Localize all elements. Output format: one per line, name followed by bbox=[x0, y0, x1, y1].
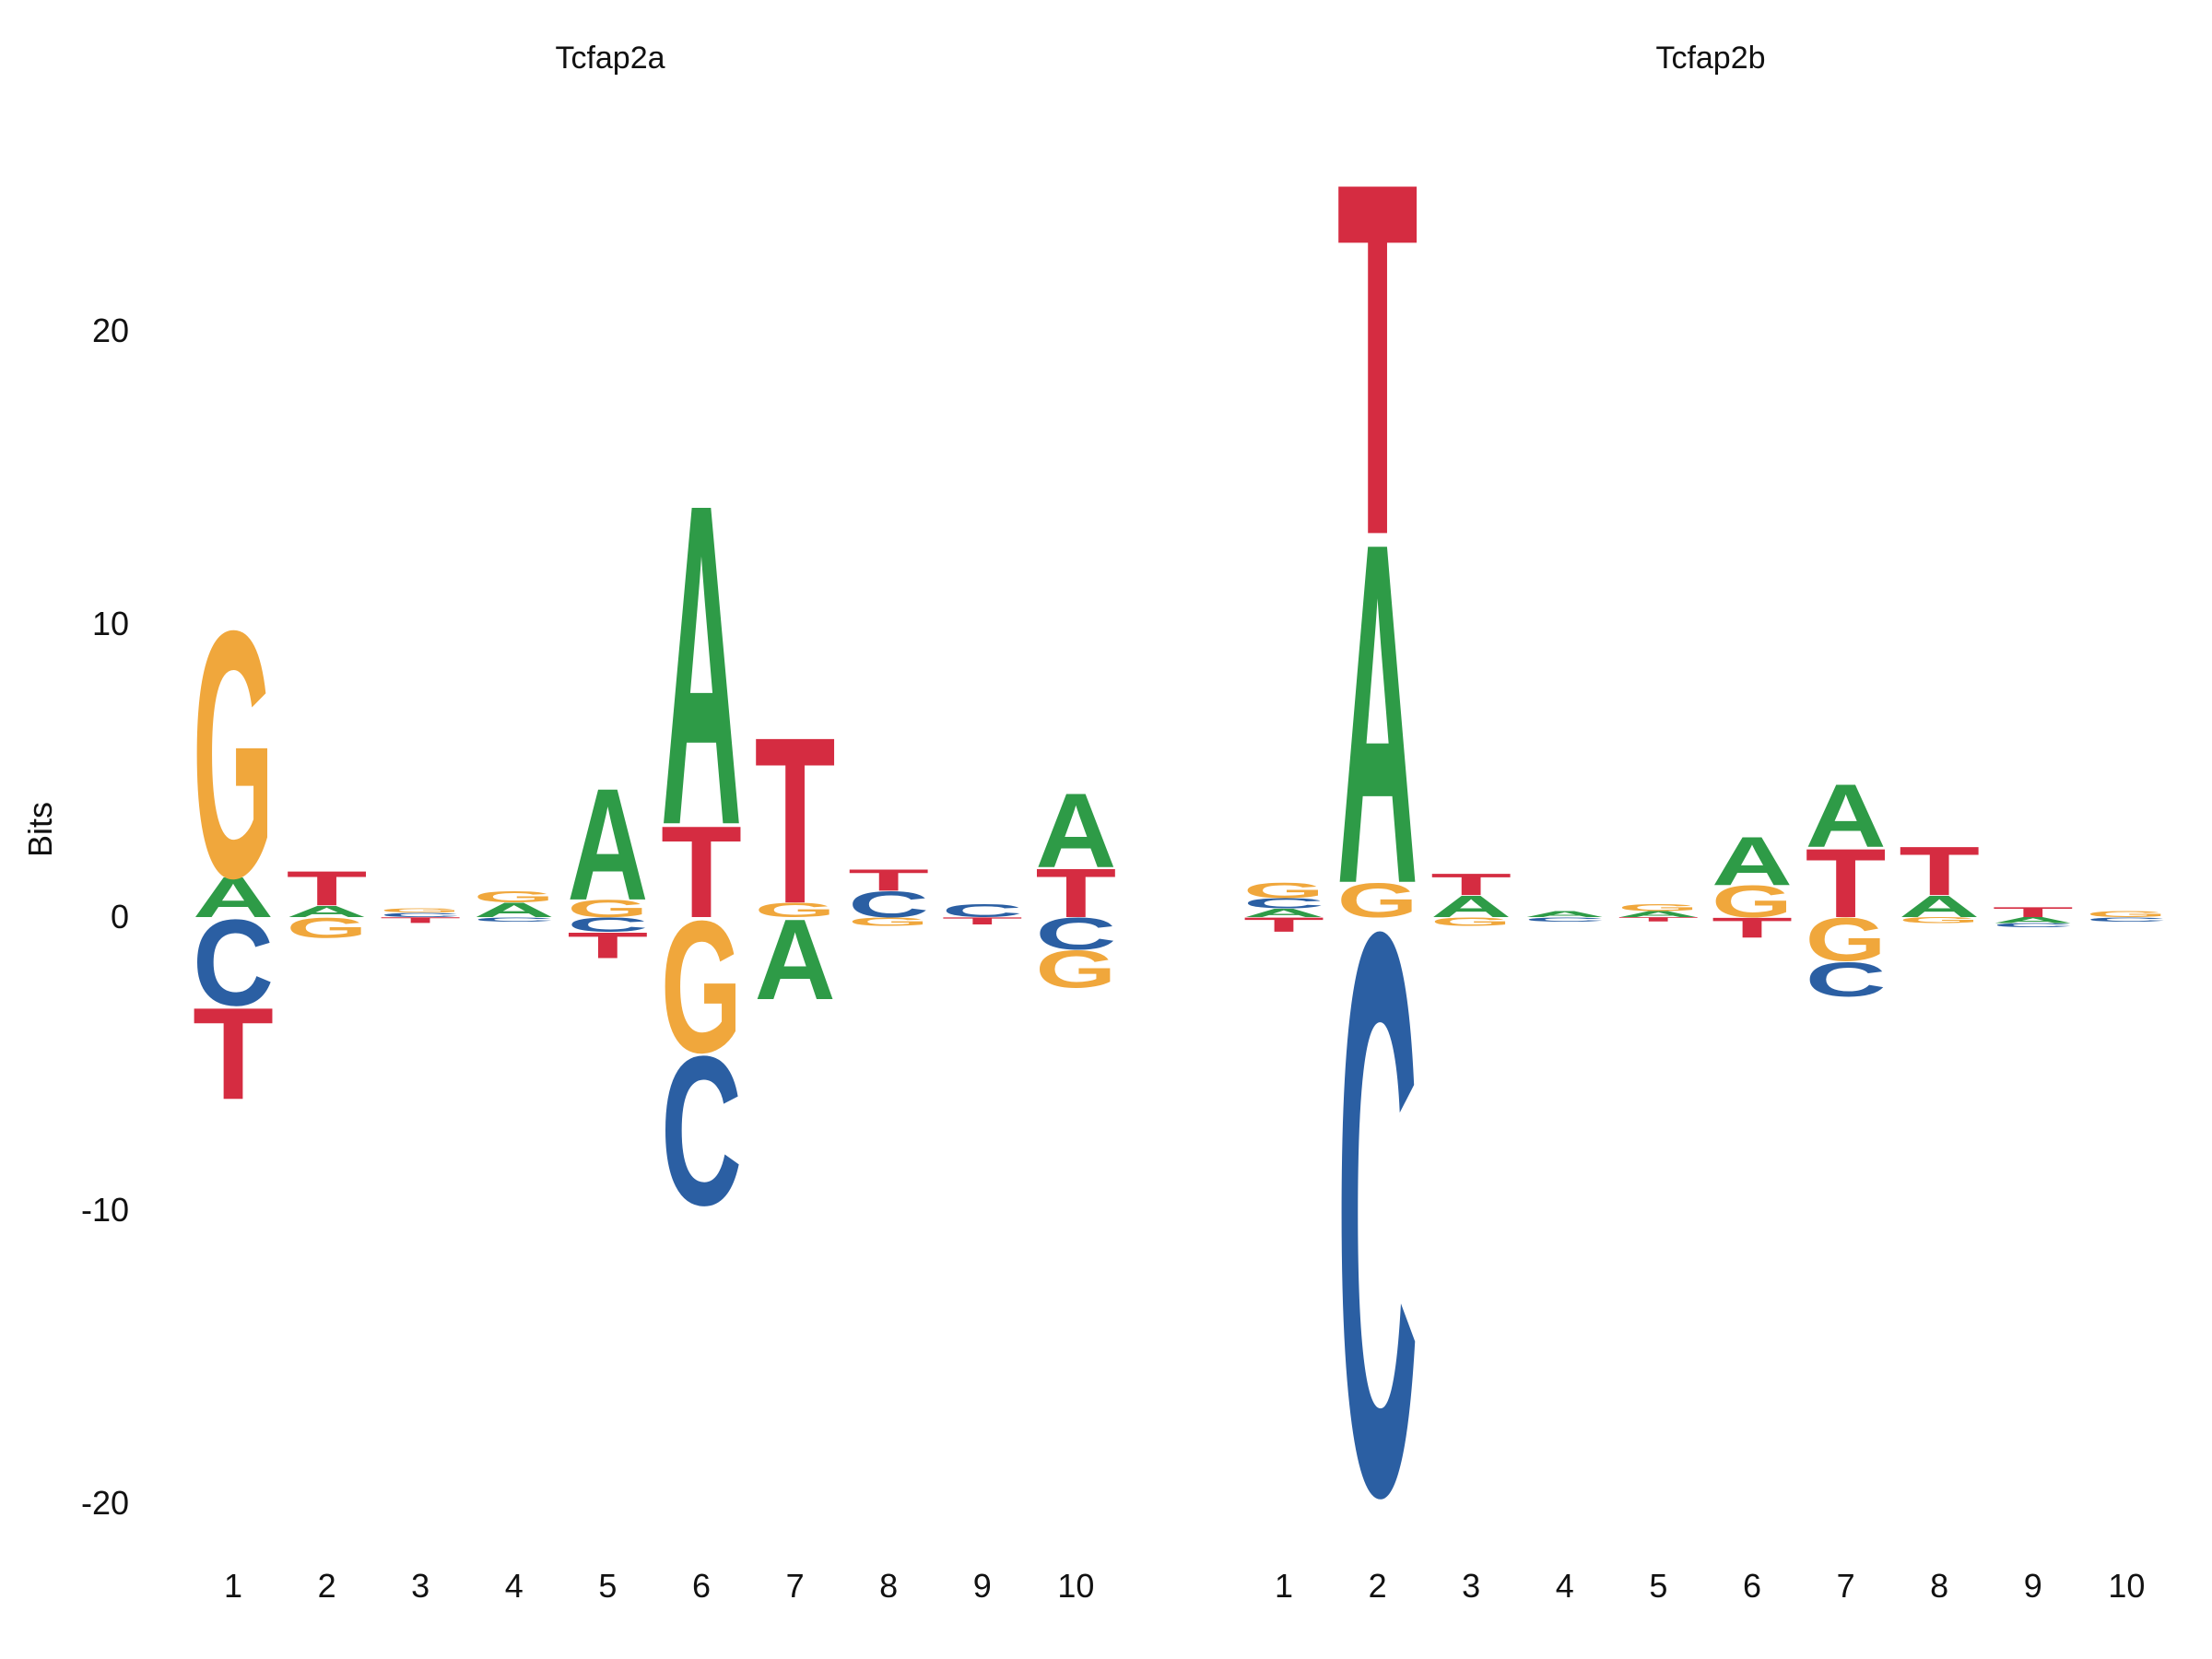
logo-letter-G: G bbox=[474, 888, 555, 906]
logo-letter-G: G bbox=[1243, 878, 1324, 903]
logo-letter-A: A bbox=[193, 866, 274, 930]
logo-letter-C: C bbox=[474, 917, 558, 924]
logo-letter-C: C bbox=[567, 913, 648, 936]
logo-letter-A: A bbox=[1243, 906, 1328, 920]
x-tick-label: 2 bbox=[1368, 1567, 1387, 1605]
x-tick-label: 8 bbox=[879, 1567, 899, 1605]
logo-letter-A: A bbox=[1035, 771, 1116, 890]
logo-letter-T: T bbox=[1618, 917, 1716, 924]
logo-letter-T: T bbox=[1035, 854, 1116, 932]
x-tick-label: 3 bbox=[1462, 1567, 1481, 1605]
logo-letter-G: G bbox=[1899, 915, 1981, 924]
logo-letter-T: T bbox=[1243, 913, 1327, 936]
logo-letter-C: C bbox=[1243, 897, 1324, 912]
logo-letter-T: T bbox=[1993, 905, 2078, 921]
logo-letter-T: T bbox=[193, 981, 274, 1127]
x-tick-label: 1 bbox=[223, 1567, 243, 1605]
logo-letter-A: A bbox=[567, 755, 648, 934]
x-tick-label: 4 bbox=[504, 1567, 524, 1605]
x-tick-label: 10 bbox=[1057, 1567, 1095, 1605]
logo-letter-T: T bbox=[1430, 868, 1512, 902]
x-tick-label: 6 bbox=[691, 1567, 712, 1605]
x-tick-label: 9 bbox=[972, 1567, 992, 1605]
logo-letter-G: G bbox=[380, 908, 461, 914]
x-tick-label: 10 bbox=[2108, 1567, 2146, 1605]
logo-letter-G: G bbox=[567, 895, 648, 923]
plot-title-tcfap2b: Tcfap2b bbox=[1655, 41, 1766, 76]
y-tick-label: 10 bbox=[91, 605, 129, 642]
x-tick-label: 6 bbox=[1742, 1567, 1762, 1605]
logo-letter-T: T bbox=[287, 862, 368, 916]
logo-letter-T: T bbox=[661, 799, 742, 946]
logo-letter-G: G bbox=[287, 912, 368, 944]
logo-letter-T: T bbox=[567, 926, 648, 967]
logo-letter-C: C bbox=[1337, 766, 1418, 1659]
logo-letter-C: C bbox=[1035, 910, 1116, 959]
logo-letter-C: C bbox=[661, 1012, 742, 1250]
logo-letter-C: C bbox=[380, 912, 464, 919]
logo-letter-A: A bbox=[287, 902, 369, 921]
logo-letter-T: T bbox=[1899, 832, 1980, 910]
logo-letter-C: C bbox=[1993, 923, 2077, 929]
logo-letter-A: A bbox=[1618, 910, 1706, 919]
logo-letter-T: T bbox=[1712, 912, 1793, 944]
logo-letter-C: C bbox=[193, 894, 274, 1031]
logo-letter-T: T bbox=[848, 864, 929, 898]
logo-letter-T: T bbox=[380, 915, 469, 924]
logo-letter-G: G bbox=[755, 899, 836, 922]
logo-letter-C: C bbox=[1524, 917, 1608, 924]
logo-letter-G: G bbox=[1430, 915, 1512, 929]
logo-letter-G: G bbox=[1806, 907, 1887, 975]
logo-letter-G: G bbox=[2086, 910, 2168, 919]
logo-letter-A: A bbox=[1337, 441, 1418, 985]
logo-letter-A: A bbox=[661, 409, 742, 921]
logo-letter-G: G bbox=[661, 882, 742, 1092]
plot-title-tcfap2a: Tcfap2a bbox=[555, 41, 665, 76]
logo-letter-G: G bbox=[1712, 877, 1793, 927]
logo-letter-A: A bbox=[474, 899, 555, 922]
logo-letter-C: C bbox=[848, 885, 929, 925]
logo-letter-G: G bbox=[848, 915, 929, 929]
logo-letter-A: A bbox=[755, 896, 836, 1024]
logo-letter-G: G bbox=[1035, 940, 1116, 999]
logo-letter-A: A bbox=[1993, 915, 2081, 924]
y-tick-label: 20 bbox=[91, 312, 129, 349]
x-tick-label: 9 bbox=[2023, 1567, 2042, 1605]
x-tick-label: 3 bbox=[411, 1567, 430, 1605]
logo-letter-A: A bbox=[1524, 910, 1613, 919]
logo-letter-G: G bbox=[1337, 874, 1418, 928]
logo-letter-G: G bbox=[1618, 903, 1699, 914]
logo-letter-T: T bbox=[755, 688, 836, 953]
y-axis-ticks: 20 10 0 -10 -20 bbox=[46, 0, 129, 1659]
logo-letter-A: A bbox=[1806, 766, 1887, 866]
y-tick-label: -20 bbox=[80, 1484, 129, 1522]
logo-letter-C: C bbox=[2086, 917, 2170, 924]
y-tick-label: 0 bbox=[110, 898, 129, 935]
x-tick-label: 1 bbox=[1274, 1567, 1294, 1605]
logo-letter-C: C bbox=[1806, 953, 1887, 1007]
logo-letter-G: G bbox=[193, 558, 274, 951]
logo-letter-T: T bbox=[1806, 828, 1887, 938]
logo-letter-A: A bbox=[1430, 890, 1512, 924]
x-tick-label: 5 bbox=[1649, 1567, 1668, 1605]
y-tick-label: -10 bbox=[80, 1191, 129, 1229]
logo-letter-T: T bbox=[1337, 76, 1418, 640]
x-tick-label: 5 bbox=[598, 1567, 618, 1605]
logo-letter-T: T bbox=[942, 916, 1026, 927]
x-tick-label: 8 bbox=[1930, 1567, 1949, 1605]
x-tick-label: 7 bbox=[785, 1567, 805, 1605]
logo-letter-A: A bbox=[1712, 822, 1793, 900]
logo-letter-C: C bbox=[942, 901, 1023, 922]
x-tick-label: 2 bbox=[317, 1567, 336, 1605]
x-tick-label: 7 bbox=[1836, 1567, 1855, 1605]
logo-letter-A: A bbox=[1899, 890, 1980, 924]
x-tick-label: 4 bbox=[1555, 1567, 1574, 1605]
